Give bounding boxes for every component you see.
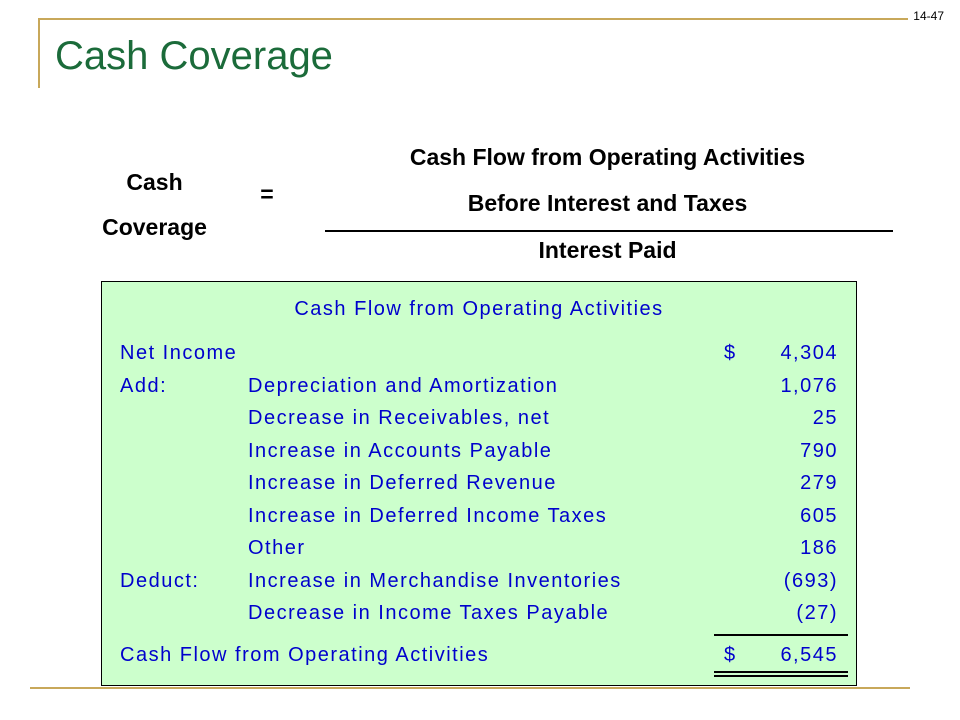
subtotal-rule	[714, 634, 848, 636]
row-description: Depreciation and Amortization	[248, 374, 559, 397]
row-description: Increase in Accounts Payable	[248, 439, 553, 462]
row-amount: 790	[800, 439, 838, 462]
row-category: Add:	[120, 374, 168, 397]
row-amount: 186	[800, 537, 838, 559]
frame-bottom-rule	[30, 687, 910, 689]
fraction-bar	[325, 230, 893, 232]
statement-row: Increase in Deferred Income Taxes 605	[102, 501, 856, 531]
row-amount: (693)	[783, 569, 838, 592]
formula-equals-sign: =	[260, 181, 274, 207]
row-category: Deduct:	[120, 569, 200, 592]
statement-total-row: Cash Flow from Operating Activities $ 6,…	[102, 640, 856, 670]
row-description: Decrease in Receivables, net	[248, 407, 551, 429]
frame-left-rule	[38, 18, 40, 88]
statement-row: Decrease in Receivables, net 25	[102, 403, 856, 433]
statement-row: Net Income $4,304	[102, 338, 856, 368]
statement-row: Deduct: Increase in Merchandise Inventori…	[102, 566, 856, 596]
total-dollar-sign: $	[724, 644, 737, 666]
statement-row: Add: Depreciation and Amortization 1,076	[102, 371, 856, 401]
row-amount: 279	[800, 472, 838, 494]
row-amount: 4,304	[780, 342, 838, 364]
statement-row: Other 186	[102, 533, 856, 563]
row-amount: (27)	[796, 602, 838, 624]
frame-top-rule	[38, 18, 908, 20]
row-description: Decrease in Income Taxes Payable	[248, 602, 610, 624]
row-amount: 1,076	[780, 374, 838, 397]
formula-numerator-line2: Before Interest and Taxes	[467, 190, 748, 216]
formula-label-line1: Cash	[126, 169, 183, 195]
statement-row: Decrease in Income Taxes Payable (27)	[102, 598, 856, 628]
row-description: Increase in Merchandise Inventories	[248, 569, 622, 592]
row-description: Other	[248, 537, 306, 559]
statement-row: Increase in Deferred Revenue 279	[102, 468, 856, 498]
statement-row: Increase in Accounts Payable 790	[102, 436, 856, 466]
formula-label-line2: Coverage	[102, 214, 207, 240]
row-category: Net Income	[120, 342, 238, 364]
double-underline-bottom	[714, 675, 848, 677]
total-amount: 6,545	[780, 644, 838, 666]
row-description: Increase in Deferred Revenue	[248, 472, 557, 494]
total-label: Cash Flow from Operating Activities	[120, 644, 490, 666]
slide-number: 14-47	[913, 9, 944, 23]
double-underline-top	[714, 671, 848, 673]
formula-numerator-line1: Cash Flow from Operating Activities	[409, 144, 806, 170]
formula-denominator: Interest Paid	[538, 237, 677, 263]
slide-title: Cash Coverage	[55, 34, 333, 78]
row-dollar-sign: $	[724, 342, 737, 364]
statement-title: Cash Flow from Operating Activities	[294, 298, 664, 320]
cash-flow-statement: Cash Flow from Operating Activities Net …	[101, 281, 857, 686]
row-amount: 605	[800, 504, 838, 527]
row-amount: 25	[812, 407, 838, 429]
row-description: Increase in Deferred Income Taxes	[248, 504, 608, 527]
